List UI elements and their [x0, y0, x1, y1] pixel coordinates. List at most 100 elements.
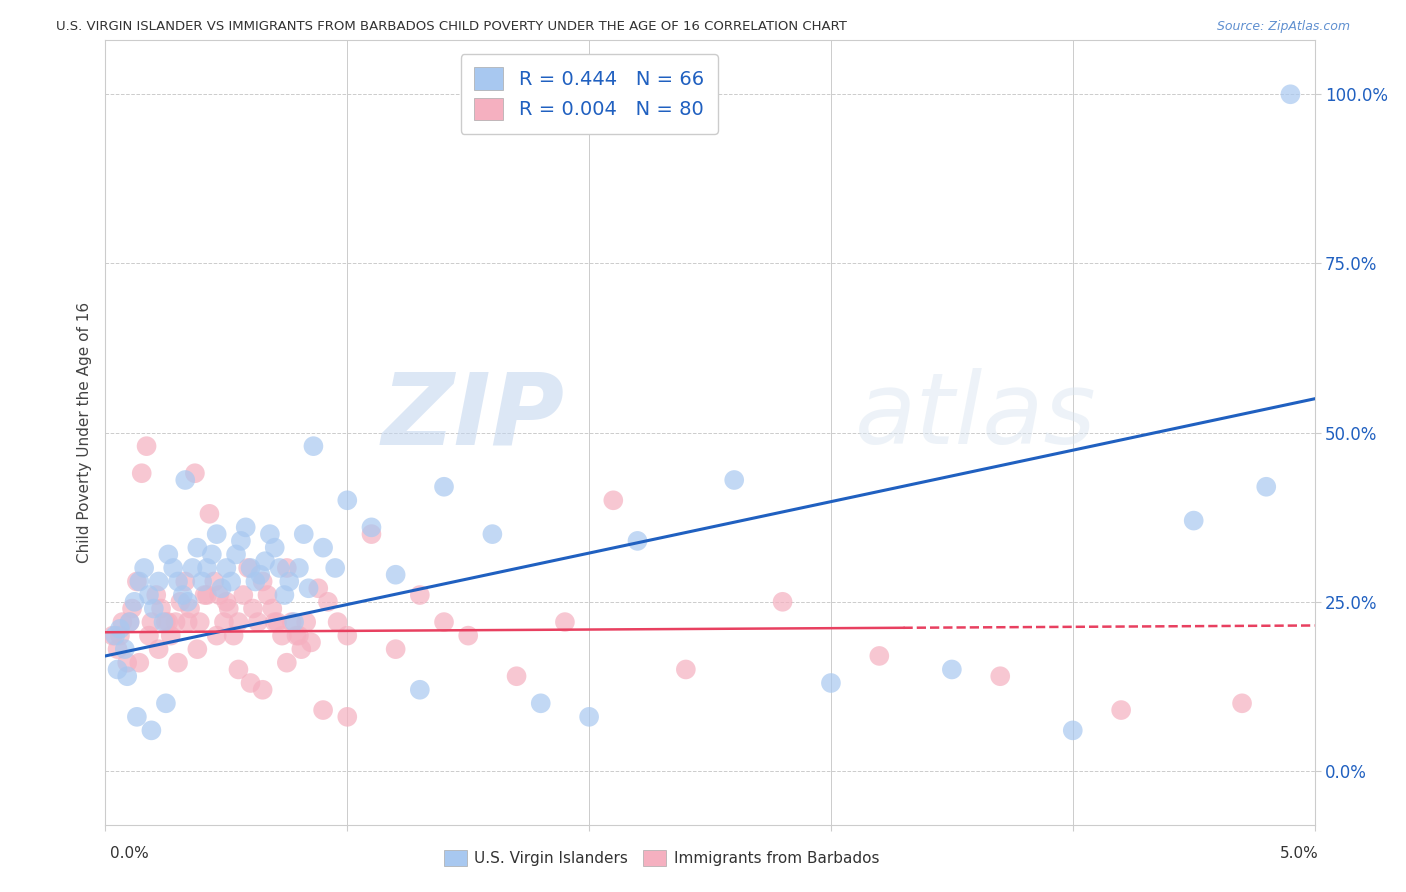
Point — [165, 615, 187, 629]
Point — [186, 642, 208, 657]
Point — [115, 669, 138, 683]
Point — [723, 473, 745, 487]
Point — [169, 595, 191, 609]
Point — [115, 656, 138, 670]
Point — [142, 601, 165, 615]
Point — [107, 663, 129, 677]
Point — [1109, 703, 1132, 717]
Point — [172, 588, 194, 602]
Point — [259, 527, 281, 541]
Point — [162, 561, 184, 575]
Point — [292, 527, 315, 541]
Point — [256, 588, 278, 602]
Text: U.S. VIRGIN ISLANDER VS IMMIGRANTS FROM BARBADOS CHILD POVERTY UNDER THE AGE OF : U.S. VIRGIN ISLANDER VS IMMIGRANTS FROM … — [56, 20, 846, 33]
Point — [868, 648, 890, 663]
Point — [157, 615, 180, 629]
Point — [114, 642, 136, 657]
Point — [176, 615, 198, 629]
Point — [252, 574, 274, 589]
Point — [148, 574, 170, 589]
Point — [222, 629, 245, 643]
Point — [360, 520, 382, 534]
Point — [155, 696, 177, 710]
Point — [285, 629, 308, 643]
Point — [297, 581, 319, 595]
Point — [246, 615, 269, 629]
Point — [269, 561, 291, 575]
Point — [218, 601, 240, 615]
Point — [128, 574, 150, 589]
Point — [195, 561, 218, 575]
Point — [118, 615, 141, 629]
Point — [409, 682, 432, 697]
Point — [174, 574, 197, 589]
Point — [167, 656, 190, 670]
Point — [266, 615, 288, 629]
Point — [141, 723, 163, 738]
Point — [194, 588, 217, 602]
Text: 0.0%: 0.0% — [110, 847, 149, 861]
Point — [578, 710, 600, 724]
Point — [457, 629, 479, 643]
Point — [283, 615, 305, 629]
Point — [988, 669, 1011, 683]
Point — [288, 629, 311, 643]
Point — [174, 473, 197, 487]
Point — [254, 554, 277, 568]
Point — [225, 548, 247, 562]
Point — [295, 615, 318, 629]
Point — [148, 642, 170, 657]
Point — [1182, 514, 1205, 528]
Y-axis label: Child Poverty Under the Age of 16: Child Poverty Under the Age of 16 — [76, 302, 91, 563]
Point — [191, 574, 214, 589]
Point — [290, 642, 312, 657]
Point — [323, 561, 346, 575]
Point — [941, 663, 963, 677]
Point — [159, 629, 181, 643]
Point — [124, 595, 146, 609]
Point — [273, 588, 295, 602]
Point — [215, 561, 238, 575]
Point — [263, 615, 285, 629]
Point — [384, 567, 406, 582]
Point — [215, 595, 238, 609]
Point — [505, 669, 527, 683]
Point — [211, 581, 233, 595]
Point — [235, 520, 257, 534]
Point — [179, 601, 201, 615]
Point — [302, 439, 325, 453]
Point — [202, 574, 225, 589]
Point — [820, 676, 842, 690]
Point — [128, 656, 150, 670]
Point — [125, 574, 148, 589]
Point — [312, 541, 335, 555]
Text: ZIP: ZIP — [382, 368, 565, 466]
Point — [242, 601, 264, 615]
Point — [336, 629, 359, 643]
Point — [104, 629, 127, 643]
Point — [107, 642, 129, 657]
Point — [280, 615, 302, 629]
Point — [131, 467, 153, 481]
Point — [186, 541, 208, 555]
Point — [239, 676, 262, 690]
Point — [433, 480, 456, 494]
Point — [245, 574, 267, 589]
Point — [205, 629, 228, 643]
Point — [336, 710, 359, 724]
Point — [181, 561, 204, 575]
Point — [176, 595, 198, 609]
Point — [138, 629, 160, 643]
Point — [262, 601, 284, 615]
Point — [201, 548, 224, 562]
Point — [152, 615, 174, 629]
Point — [249, 567, 271, 582]
Point — [316, 595, 339, 609]
Point — [125, 710, 148, 724]
Point — [299, 635, 322, 649]
Point — [134, 561, 156, 575]
Legend: U.S. Virgin Islanders, Immigrants from Barbados: U.S. Virgin Islanders, Immigrants from B… — [437, 844, 886, 872]
Text: Source: ZipAtlas.com: Source: ZipAtlas.com — [1216, 20, 1350, 33]
Point — [530, 696, 553, 710]
Point — [184, 467, 207, 481]
